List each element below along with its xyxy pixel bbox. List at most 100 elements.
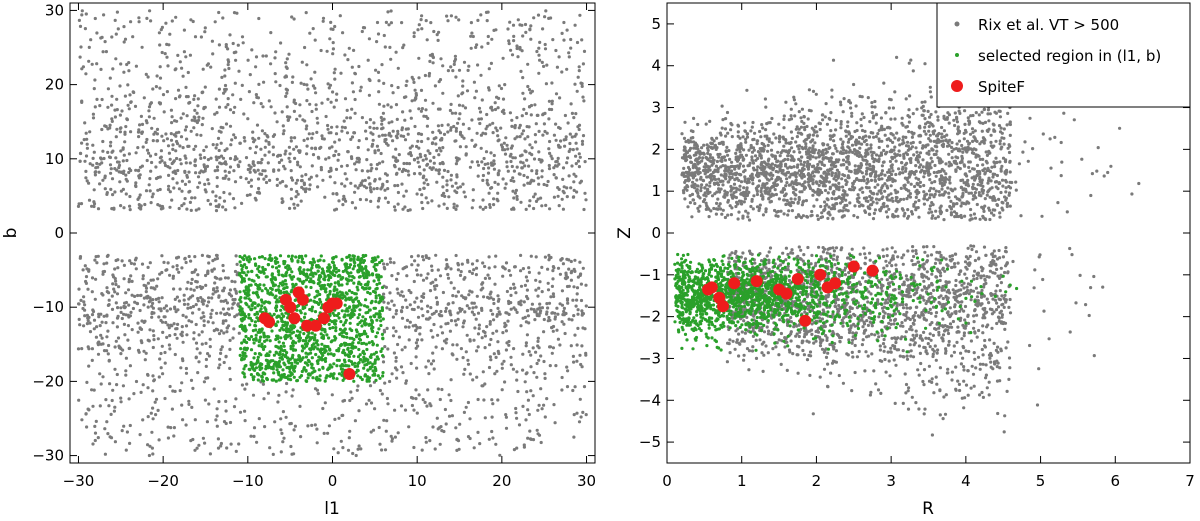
rix-point [345,164,349,168]
rix-point [372,126,376,130]
selected-point [261,268,265,272]
rix-point [156,408,160,412]
rix-point [136,146,140,150]
rix-point [466,362,471,366]
rix-point [84,12,88,16]
rix-point [197,207,201,211]
rix-point [128,314,132,318]
rix-point [716,197,720,201]
rix-point [468,436,472,441]
rix-point [331,27,335,31]
rix-point [426,272,430,276]
selected-point [357,347,361,352]
selected-point [291,282,295,286]
rix-point [407,338,411,342]
rix-point [378,177,382,181]
selected-point [276,260,280,264]
rix-point [90,276,95,280]
rix-point [441,64,445,68]
rix-point [581,62,586,66]
selected-point [243,329,247,333]
rix-point [195,446,199,450]
rix-point [509,301,513,305]
rix-point [91,112,95,116]
rix-point [449,14,453,18]
rix-point [263,132,267,136]
rix-point [532,195,536,199]
rix-point [88,321,92,325]
rix-point [415,366,419,370]
rix-point [481,207,485,211]
rix-point [107,303,111,307]
rix-point [170,161,174,166]
rix-point [505,341,509,345]
rix-point [375,20,380,25]
selected-point [254,328,258,332]
rix-point [441,146,445,150]
rix-point [228,108,233,112]
rix-point [567,267,571,271]
rix-point [332,105,336,109]
rix-point [87,45,91,50]
rix-point [350,81,354,85]
rix-point [367,93,371,97]
rix-point [165,90,169,94]
rix-point [104,124,108,129]
rix-point [566,156,570,160]
selected-point [252,341,256,345]
rix-point [561,189,565,193]
rix-point [330,125,334,129]
rix-point [540,407,544,411]
rix-point [144,290,148,294]
rix-point [242,112,246,116]
rix-point [189,281,193,285]
rix-point [571,195,576,199]
selected-point [363,304,367,308]
rix-point [98,182,102,186]
rix-point [132,392,136,396]
rix-point [137,20,141,24]
rix-point [92,204,96,209]
rix-point [460,262,464,266]
rix-point [127,397,131,401]
rix-point [509,363,513,367]
rix-point [114,57,118,61]
rix-point [115,127,119,131]
rix-point [300,60,304,64]
rix-point [511,347,516,351]
selected-point [362,366,366,370]
rix-point [101,178,105,182]
rix-point [504,311,508,315]
rix-point [475,375,479,379]
rix-point [101,139,105,144]
rix-point [170,115,174,119]
rix-point [550,102,554,106]
selected-point [278,328,282,332]
rix-point [525,288,530,292]
selected-point [318,374,322,378]
rix-point [296,163,300,167]
rix-point [580,309,584,313]
rix-point [199,296,203,300]
rix-point [462,321,466,325]
rix-point [77,287,81,291]
rix-point [328,146,332,150]
selected-point [370,318,374,322]
rix-point [88,162,92,166]
rix-point [165,309,169,313]
rix-point [570,164,574,168]
rix-point [496,294,500,298]
rix-point [155,139,160,143]
rix-point [385,262,389,266]
rix-point [106,352,110,356]
rix-point [454,126,458,131]
rix-point [518,23,522,27]
selected-point [375,331,380,335]
selected-point [278,254,283,258]
selected-point [357,332,362,336]
rix-point [487,365,492,370]
selected-point [381,354,385,358]
selected-point [309,268,313,272]
rix-point [504,329,508,333]
rix-point [413,88,417,92]
